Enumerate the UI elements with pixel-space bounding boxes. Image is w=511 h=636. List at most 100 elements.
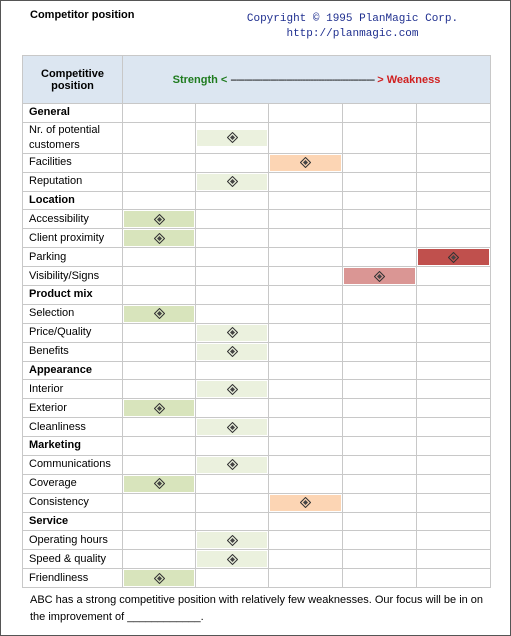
- cell: [122, 549, 196, 569]
- position-mark: [270, 494, 341, 511]
- row: Product mix: [22, 285, 491, 305]
- diamond-icon: [153, 232, 165, 244]
- cell: [122, 436, 196, 456]
- copyright-line: Copyright © 1995 PlanMagic Corp.: [246, 13, 459, 25]
- row: Consistency: [22, 492, 491, 513]
- position-mark: [197, 456, 267, 473]
- cell: [268, 121, 343, 154]
- cell: [342, 171, 417, 192]
- cell: [342, 285, 417, 305]
- cell: [416, 473, 491, 494]
- cell: [122, 266, 196, 286]
- cell: [342, 103, 417, 123]
- cell: [416, 530, 491, 550]
- row-label: Selection: [22, 303, 123, 324]
- cell: [268, 285, 343, 305]
- position-mark: [197, 532, 267, 548]
- row: Facilities: [22, 152, 491, 173]
- cell: [416, 171, 491, 192]
- cell: [416, 341, 491, 362]
- cell: [268, 341, 343, 362]
- cell: [416, 511, 491, 531]
- cell: [268, 492, 343, 513]
- cell: [195, 190, 269, 210]
- row-label: Accessibility: [22, 209, 123, 229]
- row-label: Facilities: [22, 152, 123, 173]
- footer-text: ABC has a strong competitive position wi…: [30, 594, 484, 623]
- cell: [195, 121, 269, 154]
- cell: [122, 417, 196, 437]
- diamond-icon: [226, 553, 238, 565]
- row: Client proximity: [22, 228, 491, 248]
- cell: [195, 379, 269, 399]
- cell: [268, 322, 343, 343]
- cell: [268, 247, 343, 267]
- row-label: Price/Quality: [22, 322, 123, 343]
- section-label: Marketing: [22, 436, 123, 456]
- cell: [268, 103, 343, 123]
- section-label: General: [22, 103, 123, 123]
- cell: [195, 247, 269, 267]
- cell: [195, 473, 269, 494]
- cell: [416, 436, 491, 456]
- diamond-icon: [226, 176, 238, 187]
- diamond-icon: [226, 132, 238, 143]
- position-mark: [124, 211, 194, 227]
- cell: [342, 530, 417, 550]
- strength: Strength <: [172, 73, 228, 86]
- cell: [195, 549, 269, 569]
- cell: [195, 266, 269, 286]
- row: Price/Quality: [22, 322, 491, 343]
- cell: [268, 511, 343, 531]
- diamond-icon: [226, 459, 238, 470]
- cell: [195, 568, 269, 588]
- section-label: Appearance: [22, 360, 123, 380]
- cell: [342, 492, 417, 513]
- cell: [342, 398, 417, 418]
- copyright-url: http://planmagic.com: [286, 28, 419, 40]
- cell: [416, 228, 491, 248]
- cell: [342, 209, 417, 229]
- cell: [122, 492, 196, 513]
- position-mark: [124, 230, 194, 246]
- diamond-icon: [226, 327, 238, 338]
- cell: [342, 228, 417, 248]
- header-label: Competitive position: [22, 55, 123, 104]
- row: Coverage: [22, 473, 491, 494]
- cell: [342, 322, 417, 343]
- cell: [195, 341, 269, 362]
- dashes: ----------------------------------------…: [230, 73, 375, 86]
- row: Visibility/Signs: [22, 266, 491, 286]
- diamond-icon: [153, 572, 165, 584]
- cell: [122, 398, 196, 418]
- cell: [416, 492, 491, 513]
- cell: [342, 473, 417, 494]
- cell: [122, 341, 196, 362]
- row-label: Exterior: [22, 398, 123, 418]
- cell: [416, 152, 491, 173]
- row-label: Friendliness: [22, 568, 123, 588]
- cell: [122, 379, 196, 399]
- cell: [195, 398, 269, 418]
- cell: [268, 530, 343, 550]
- diamond-icon: [226, 383, 238, 395]
- cell: [342, 121, 417, 154]
- row: Reputation: [22, 171, 491, 192]
- row: Appearance: [22, 360, 491, 380]
- position-mark: [124, 400, 194, 416]
- cell: [416, 303, 491, 324]
- row-label: Interior: [22, 379, 123, 399]
- cell: [122, 209, 196, 229]
- cell: [195, 303, 269, 324]
- cell: [122, 568, 196, 588]
- row: Location: [22, 190, 491, 210]
- cell: [416, 103, 491, 123]
- cell: [416, 209, 491, 229]
- cell: [268, 454, 343, 475]
- row-label: Benefits: [22, 341, 123, 362]
- cell: [122, 103, 196, 123]
- row-label: Nr. of potential customers: [22, 121, 123, 154]
- cell: [416, 568, 491, 588]
- cell: [195, 492, 269, 513]
